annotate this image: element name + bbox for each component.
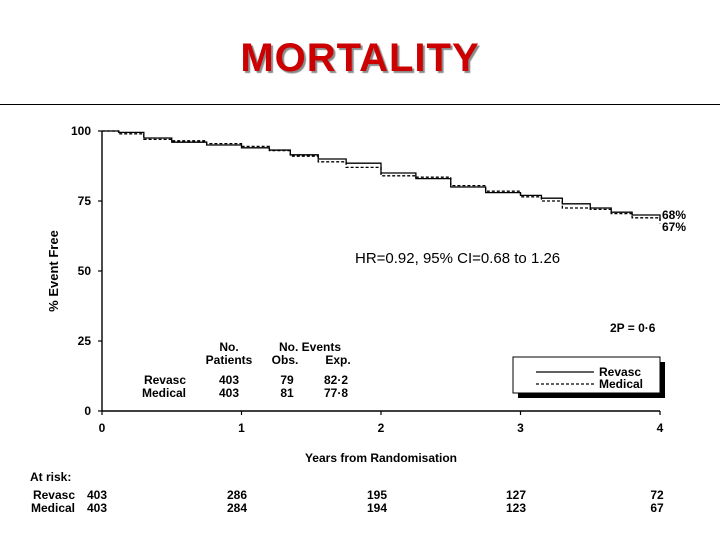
p-value-annotation: 2P = 0·6 [610,321,656,335]
x-tick-label: 4 [657,421,664,435]
table-row-medical-exp: 77·8 [324,386,348,400]
hazard-ratio-annotation: HR=0.92, 95% CI=0.68 to 1.26 [355,250,560,267]
at-risk-value-medical: 194 [367,501,387,515]
at-risk-value-revasc: 195 [367,488,387,502]
y-tick-label: 0 [84,404,91,418]
header-obs: Obs. [272,353,299,367]
table-row-revasc-group: Revasc [144,373,186,387]
table-row-revasc-obs: 79 [280,373,294,387]
x-tick-label: 3 [517,421,524,435]
header-no: No. [219,340,238,354]
header-no-events: No. Events [279,340,341,354]
x-tick-label: 0 [99,421,106,435]
series-line-revasc [102,130,661,221]
table-row-medical-obs: 81 [280,386,294,400]
legend-label-revasc: Revasc [599,365,641,379]
at-risk-value-medical: 123 [506,501,526,515]
x-axis-label: Years from Randomisation [305,451,457,465]
table-row-medical-patients: 403 [219,386,239,400]
y-tick-label: 100 [71,124,91,138]
at-risk-value-medical: 284 [227,501,247,515]
header-patients: Patients [206,353,253,367]
at-risk-value-revasc: 403 [87,488,107,502]
slide-title: MORTALITY [240,36,480,80]
at-risk-value-revasc: 127 [506,488,526,502]
legend: Revasc Medical [512,356,665,398]
x-tick-label: 1 [238,421,245,435]
at-risk-value-revasc: 286 [227,488,247,502]
at-risk-value-medical: 67 [650,501,664,515]
summary-table: No. Patients No. Events Obs. Exp. Revasc… [142,340,351,400]
end-label-medical: 67% [662,220,686,234]
table-row-revasc-exp: 82·2 [324,373,348,387]
table-row-medical-group: Medical [142,386,186,400]
at-risk-table: At risk: Revasc Medical 403 286 195 127 72 40… [30,470,664,515]
end-label-revasc: 68% [662,208,686,222]
y-tick-label: 25 [78,334,92,348]
title-divider [0,104,720,105]
header-exp: Exp. [325,353,350,367]
at-risk-label: At risk: [30,470,71,484]
series-line-medical [102,130,661,224]
at-risk-revasc-group: Revasc [33,488,75,502]
legend-label-medical: Medical [599,377,643,391]
table-row-revasc-patients: 403 [219,373,239,387]
at-risk-value-revasc: 72 [650,488,664,502]
at-risk-value-medical: 403 [87,501,107,515]
y-axis-label: % Event Free [46,230,61,312]
at-risk-medical-group: Medical [31,501,75,515]
y-tick-label: 50 [78,264,92,278]
y-tick-label: 75 [78,194,92,208]
x-tick-label: 2 [378,421,385,435]
